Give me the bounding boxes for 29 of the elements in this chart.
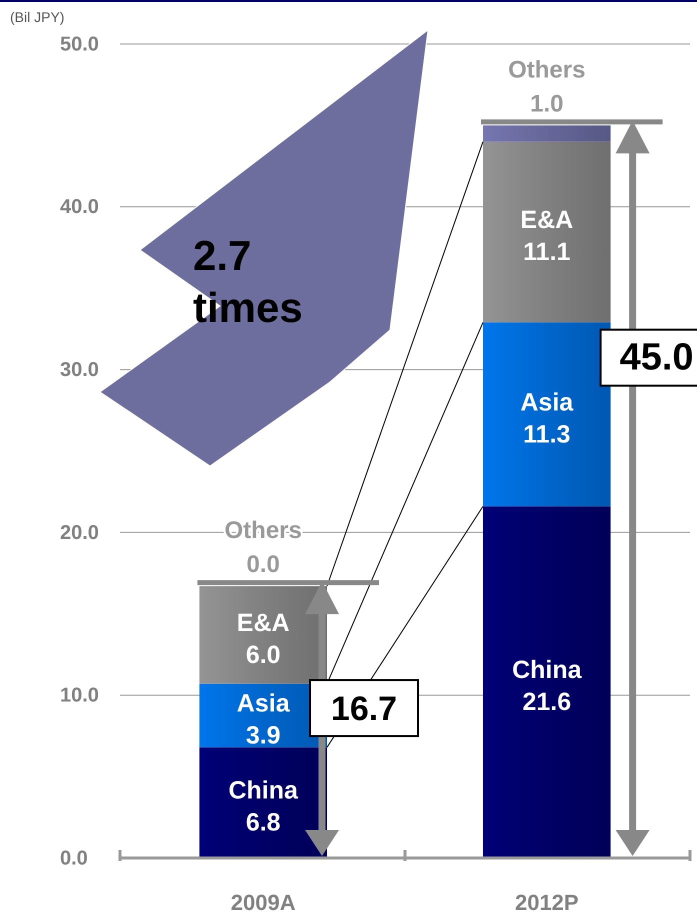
bar — [482, 322, 611, 506]
y-tick-label: 0.0 — [60, 847, 88, 870]
data-label: 11.1 — [523, 238, 571, 266]
y-tick-label: 30.0 — [60, 359, 99, 381]
y-axis-title: (Bil JPY) — [10, 9, 64, 25]
total-label: 16.7 — [330, 690, 398, 728]
x-tick-label: 2012P — [514, 890, 579, 915]
series-label: Others — [508, 56, 586, 84]
series-label: China — [228, 776, 300, 805]
data-label: 1.0 — [530, 90, 564, 118]
data-label: 6.0 — [246, 640, 281, 669]
bar — [482, 142, 611, 322]
legend-label: Asia — [236, 690, 291, 718]
y-tick-label: 10.0 — [60, 684, 99, 707]
bar — [482, 125, 611, 142]
data-label: 11.3 — [523, 420, 570, 448]
data-label: 0.0 — [246, 551, 280, 578]
text: E&A — [520, 206, 574, 234]
data-label: 3.9 — [246, 722, 281, 750]
x-tick-label: 2009A — [230, 890, 296, 915]
total-label: 45.0 — [620, 336, 694, 379]
data-label: 21.6 — [522, 688, 572, 716]
text: China — [512, 656, 582, 684]
y-tick-label: 20.0 — [60, 522, 99, 544]
series-label: E&A — [236, 608, 290, 637]
y-tick-label: 50.0 — [60, 33, 99, 56]
data-label: 6.8 — [246, 808, 281, 837]
text: Asia — [520, 388, 574, 416]
y-tick-label: 40.0 — [60, 196, 99, 218]
